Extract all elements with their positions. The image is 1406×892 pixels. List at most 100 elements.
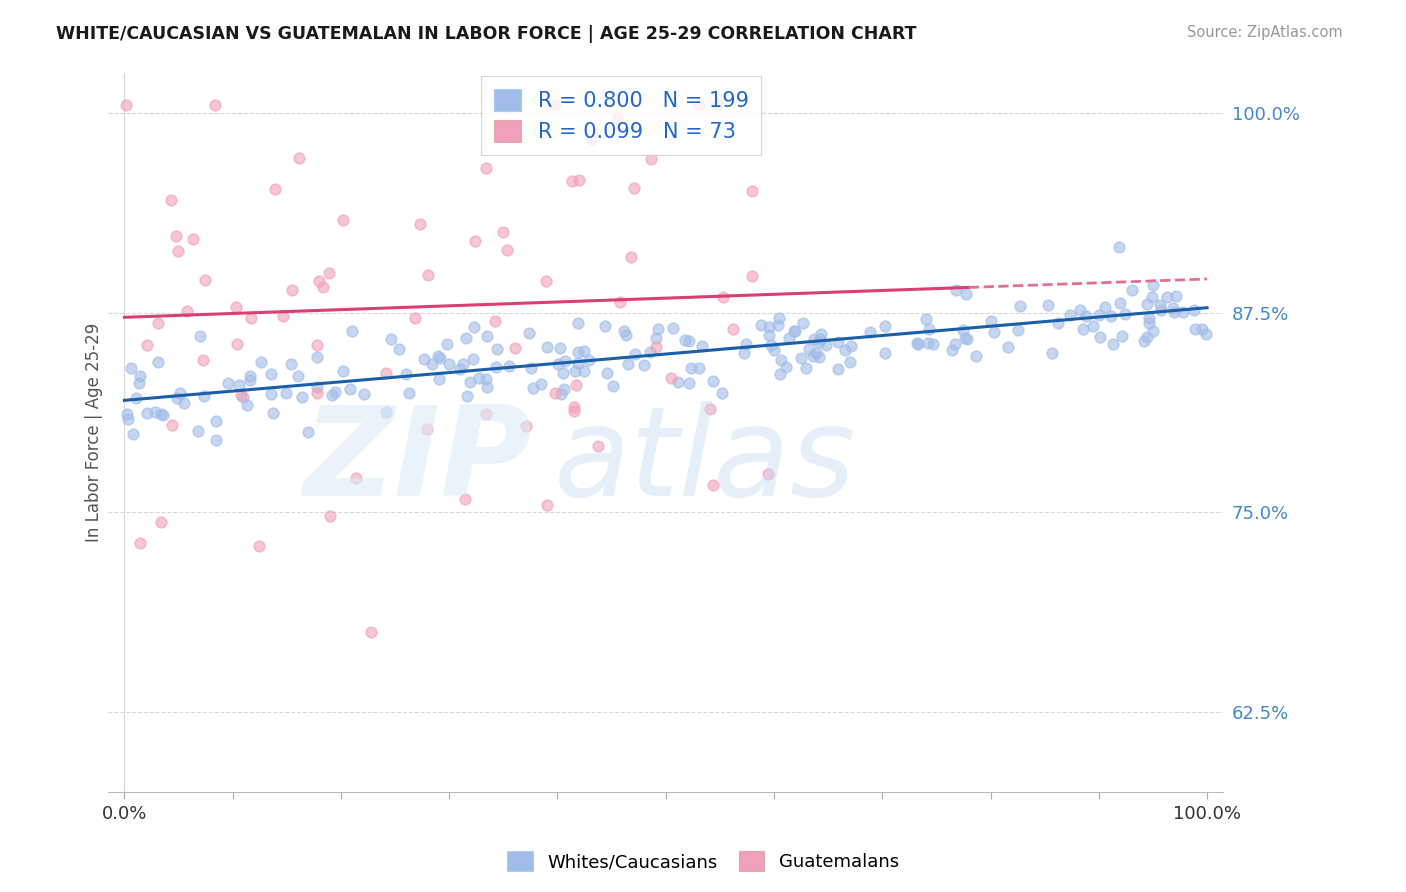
Point bbox=[567, 344, 589, 359]
Point bbox=[247, 539, 270, 553]
Point bbox=[339, 383, 361, 397]
Point bbox=[225, 300, 247, 314]
Point bbox=[1137, 311, 1160, 326]
Point bbox=[827, 361, 849, 376]
Point bbox=[297, 425, 319, 440]
Point bbox=[914, 311, 936, 326]
Point bbox=[250, 355, 273, 369]
Point bbox=[484, 314, 506, 328]
Point bbox=[420, 357, 443, 371]
Point bbox=[1121, 283, 1143, 297]
Legend: R = 0.800   N = 199, R = 0.099   N = 73: R = 0.800 N = 199, R = 0.099 N = 73 bbox=[481, 76, 761, 155]
Point bbox=[741, 184, 763, 198]
Point bbox=[217, 376, 239, 390]
Point bbox=[1149, 298, 1171, 312]
Point bbox=[143, 405, 166, 419]
Point bbox=[239, 368, 262, 383]
Point bbox=[1088, 330, 1111, 344]
Point bbox=[404, 310, 426, 325]
Point bbox=[517, 326, 540, 341]
Point bbox=[319, 509, 342, 524]
Point bbox=[699, 401, 721, 416]
Point bbox=[568, 173, 591, 187]
Point bbox=[375, 405, 398, 419]
Point bbox=[439, 357, 461, 371]
Point bbox=[609, 294, 631, 309]
Point bbox=[762, 343, 785, 357]
Point bbox=[150, 516, 173, 530]
Point bbox=[711, 386, 734, 401]
Point bbox=[875, 346, 897, 360]
Point bbox=[721, 322, 744, 336]
Point bbox=[115, 98, 138, 112]
Point bbox=[308, 273, 330, 287]
Point bbox=[486, 342, 509, 356]
Point bbox=[1191, 322, 1213, 336]
Point bbox=[638, 344, 661, 359]
Point bbox=[688, 361, 710, 376]
Point bbox=[152, 408, 174, 422]
Point bbox=[1036, 298, 1059, 312]
Point bbox=[1156, 290, 1178, 304]
Point bbox=[1182, 303, 1205, 318]
Point bbox=[647, 322, 669, 336]
Point bbox=[122, 427, 145, 442]
Point bbox=[503, 341, 526, 355]
Point bbox=[167, 244, 190, 258]
Point bbox=[956, 332, 979, 346]
Point bbox=[287, 152, 309, 166]
Point bbox=[260, 387, 283, 401]
Point bbox=[918, 322, 941, 336]
Point bbox=[810, 327, 832, 342]
Point bbox=[353, 387, 375, 401]
Point bbox=[1071, 321, 1094, 335]
Point bbox=[449, 362, 471, 376]
Point bbox=[733, 346, 755, 360]
Point bbox=[907, 335, 929, 350]
Point bbox=[1059, 308, 1081, 322]
Point bbox=[567, 356, 589, 370]
Point bbox=[323, 385, 346, 400]
Point bbox=[536, 340, 558, 354]
Point bbox=[461, 351, 484, 366]
Point bbox=[562, 404, 585, 418]
Point bbox=[943, 337, 966, 351]
Point bbox=[169, 385, 191, 400]
Point bbox=[426, 349, 449, 363]
Point bbox=[136, 406, 159, 420]
Point bbox=[522, 381, 544, 395]
Point bbox=[1094, 300, 1116, 314]
Point bbox=[623, 180, 645, 194]
Point bbox=[321, 388, 343, 402]
Point bbox=[271, 309, 294, 323]
Point bbox=[375, 366, 398, 380]
Point bbox=[711, 290, 734, 304]
Point bbox=[613, 324, 636, 338]
Point bbox=[544, 98, 567, 112]
Point bbox=[291, 390, 314, 404]
Point bbox=[491, 225, 513, 239]
Point bbox=[673, 333, 696, 347]
Point bbox=[768, 311, 790, 326]
Point bbox=[1088, 308, 1111, 322]
Point bbox=[332, 213, 354, 227]
Point bbox=[875, 319, 897, 334]
Point bbox=[495, 243, 517, 257]
Point bbox=[475, 161, 498, 176]
Point bbox=[841, 339, 863, 353]
Point bbox=[204, 98, 226, 112]
Point bbox=[659, 371, 682, 385]
Point bbox=[1150, 302, 1173, 317]
Text: ZIP: ZIP bbox=[304, 401, 531, 522]
Point bbox=[225, 336, 247, 351]
Point bbox=[162, 418, 184, 433]
Point bbox=[572, 364, 595, 378]
Point bbox=[395, 368, 418, 382]
Point bbox=[834, 343, 856, 357]
Point bbox=[332, 364, 354, 378]
Point bbox=[146, 355, 169, 369]
Point bbox=[561, 174, 583, 188]
Point bbox=[789, 351, 811, 365]
Point bbox=[236, 398, 259, 412]
Point bbox=[921, 337, 943, 351]
